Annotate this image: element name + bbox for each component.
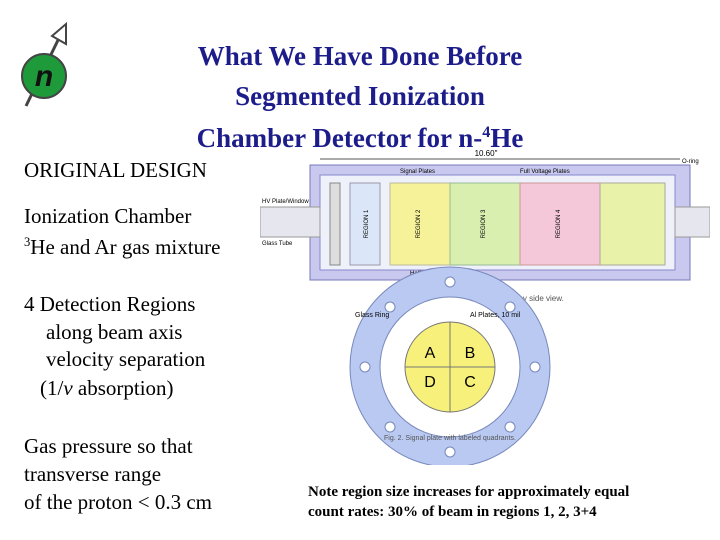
body-text: 4 Detection Regions [24,292,196,316]
holes [359,276,541,458]
caption: Fig. 2. Signal plate with labeled quadra… [384,435,516,442]
fig-label: Glass Tube [262,241,293,247]
note-line: Note region size increases for approxima… [308,484,630,500]
fig-label: Glass Ring [355,312,389,319]
region-panel [519,182,601,266]
note: Note region size increases for approxima… [308,482,708,522]
dimension: 10.60" [475,149,498,158]
body-text: Gas pressure so that [24,434,193,458]
hole [504,421,516,433]
region-label: REGION 1 [364,209,370,238]
text: He and Ar gas mixture [30,235,221,259]
title-text: Chamber Detector for n- [196,123,483,153]
text: (1/ [40,376,64,400]
figures: 10.60" Signal Plates Full Voltage Plates… [260,149,710,465]
region-label: REGION 4 [556,209,562,238]
note-line: count rates: 30% of beam in regions 1, 2… [308,504,597,520]
logo-circle [21,53,67,99]
body-text: 3He and Ar gas mixture [24,230,220,259]
logo-n: n [35,60,53,93]
hole [444,276,456,288]
region-panel [349,182,381,266]
quadrant-label: A [425,345,436,362]
fig-label: O-ring [682,159,699,165]
title-sup: 4 [482,123,491,141]
region-panel [449,182,521,266]
body-text: transverse range [24,462,162,486]
hole [359,361,371,373]
region-panel [599,182,666,266]
quadrant-label: C [464,374,476,391]
heading: ORIGINAL DESIGN [24,158,207,182]
sup: 3 [24,235,31,249]
body-text: along beam axis [46,320,183,344]
fig-label: HV Plate/Window [262,199,309,205]
fig-label: Full Voltage Plates [520,169,570,175]
body-text: of the proton < 0.3 cm [24,490,212,514]
body-text: (1/v absorption) [40,376,174,400]
text: absorption) [72,376,174,400]
logo-arrowhead [50,21,67,46]
title-text: He [490,123,524,153]
body-text: velocity separation [46,347,206,371]
region-panel [389,182,451,266]
logo: n [21,21,67,107]
fig-label: Al Plates, 10 mil [470,312,521,319]
fig-label: Signal Plates [400,169,435,175]
title-line: Chamber Detector for n-4He [0,116,720,154]
hole [504,301,516,313]
title-line: Segmented Ionization [235,81,485,111]
hole [529,361,541,373]
hole [384,301,396,313]
region-label: REGION 3 [481,209,487,238]
hole [384,421,396,433]
title-line: What We Have Done Before [197,41,523,71]
hole [444,446,456,458]
beam-tube [674,206,710,238]
quadrant-label: D [424,374,436,391]
quadrant-label: B [465,345,476,362]
beam-tube [260,206,321,238]
text: v [63,376,73,400]
body-text: Ionization Chamber [24,204,192,228]
region-label: REGION 2 [416,209,422,238]
hv-plate [329,182,341,266]
